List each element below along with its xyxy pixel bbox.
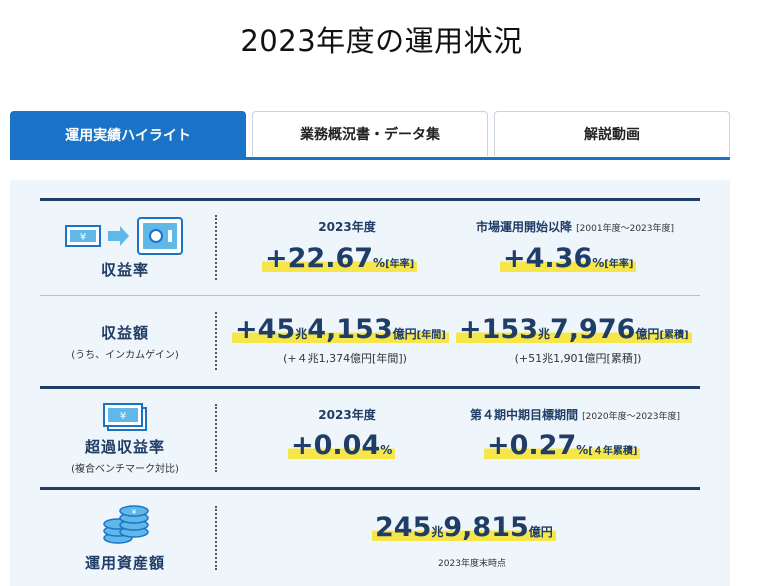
return-amount-annual-value: +45兆4,153億円[年間] — [232, 316, 449, 343]
return-rate-col1-title: 2023年度 — [318, 220, 376, 234]
column-divider — [215, 312, 217, 370]
tab-business-data[interactable]: 業務概況書・データ集 — [252, 111, 488, 156]
return-rate-col2-title: 市場運用開始以降 [2001年度〜2023年度] — [475, 220, 675, 234]
assets-note: 2023年度末時点 — [438, 559, 506, 569]
return-amount-cumulative-value: +153兆7,976億円[累積] — [456, 316, 692, 343]
return-rate-annual-value: +22.67%[年率] — [262, 245, 418, 272]
column-divider — [215, 404, 217, 472]
tab-underline — [10, 157, 730, 160]
money-to-safe-icon: ¥ — [65, 217, 183, 255]
return-amount-label: 収益額 (うち、インカムゲイン) — [71, 324, 179, 361]
excess-return-period-value: +0.27%[４年累積] — [484, 432, 641, 459]
tab-video[interactable]: 解説動画 — [494, 111, 730, 156]
coin-stack-icon: ¥ — [103, 505, 149, 544]
tab-highlights[interactable]: 運用実績ハイライト — [10, 111, 246, 158]
bill-stack-icon: ¥ — [103, 403, 147, 431]
excess-return-label: 超過収益率 (複合ベンチマーク対比) — [71, 438, 179, 475]
return-amount-cumulative-income: (+51兆1,901億円[累積]) — [514, 352, 642, 365]
section-rule — [40, 386, 700, 389]
svg-text:¥: ¥ — [120, 411, 126, 422]
return-rate-label: 収益率 — [100, 261, 149, 279]
column-divider — [215, 506, 217, 570]
excess-return-col1-title: 2023年度 — [318, 408, 376, 422]
section-rule — [40, 487, 700, 490]
return-rate-since-start-value: +4.36%[年率] — [500, 245, 637, 272]
svg-text:¥: ¥ — [132, 508, 137, 516]
section-top-rule — [40, 198, 700, 201]
row-divider — [40, 295, 700, 296]
return-amount-annual-income: (+４兆1,374億円[年間]) — [283, 352, 407, 365]
column-divider — [215, 215, 217, 280]
tab-bar: 運用実績ハイライト 業務概況書・データ集 解説動画 — [10, 111, 730, 159]
excess-return-col2-title: 第４期中期目標期間 [2020年度〜2023年度] — [469, 408, 681, 422]
assets-label: 運用資産額 — [84, 554, 165, 572]
page-title: 2023年度の運用状況 — [240, 24, 523, 58]
excess-return-annual-value: +0.04% — [288, 432, 396, 459]
svg-text:¥: ¥ — [80, 232, 86, 243]
assets-value: 245兆9,815億円 — [372, 514, 556, 541]
